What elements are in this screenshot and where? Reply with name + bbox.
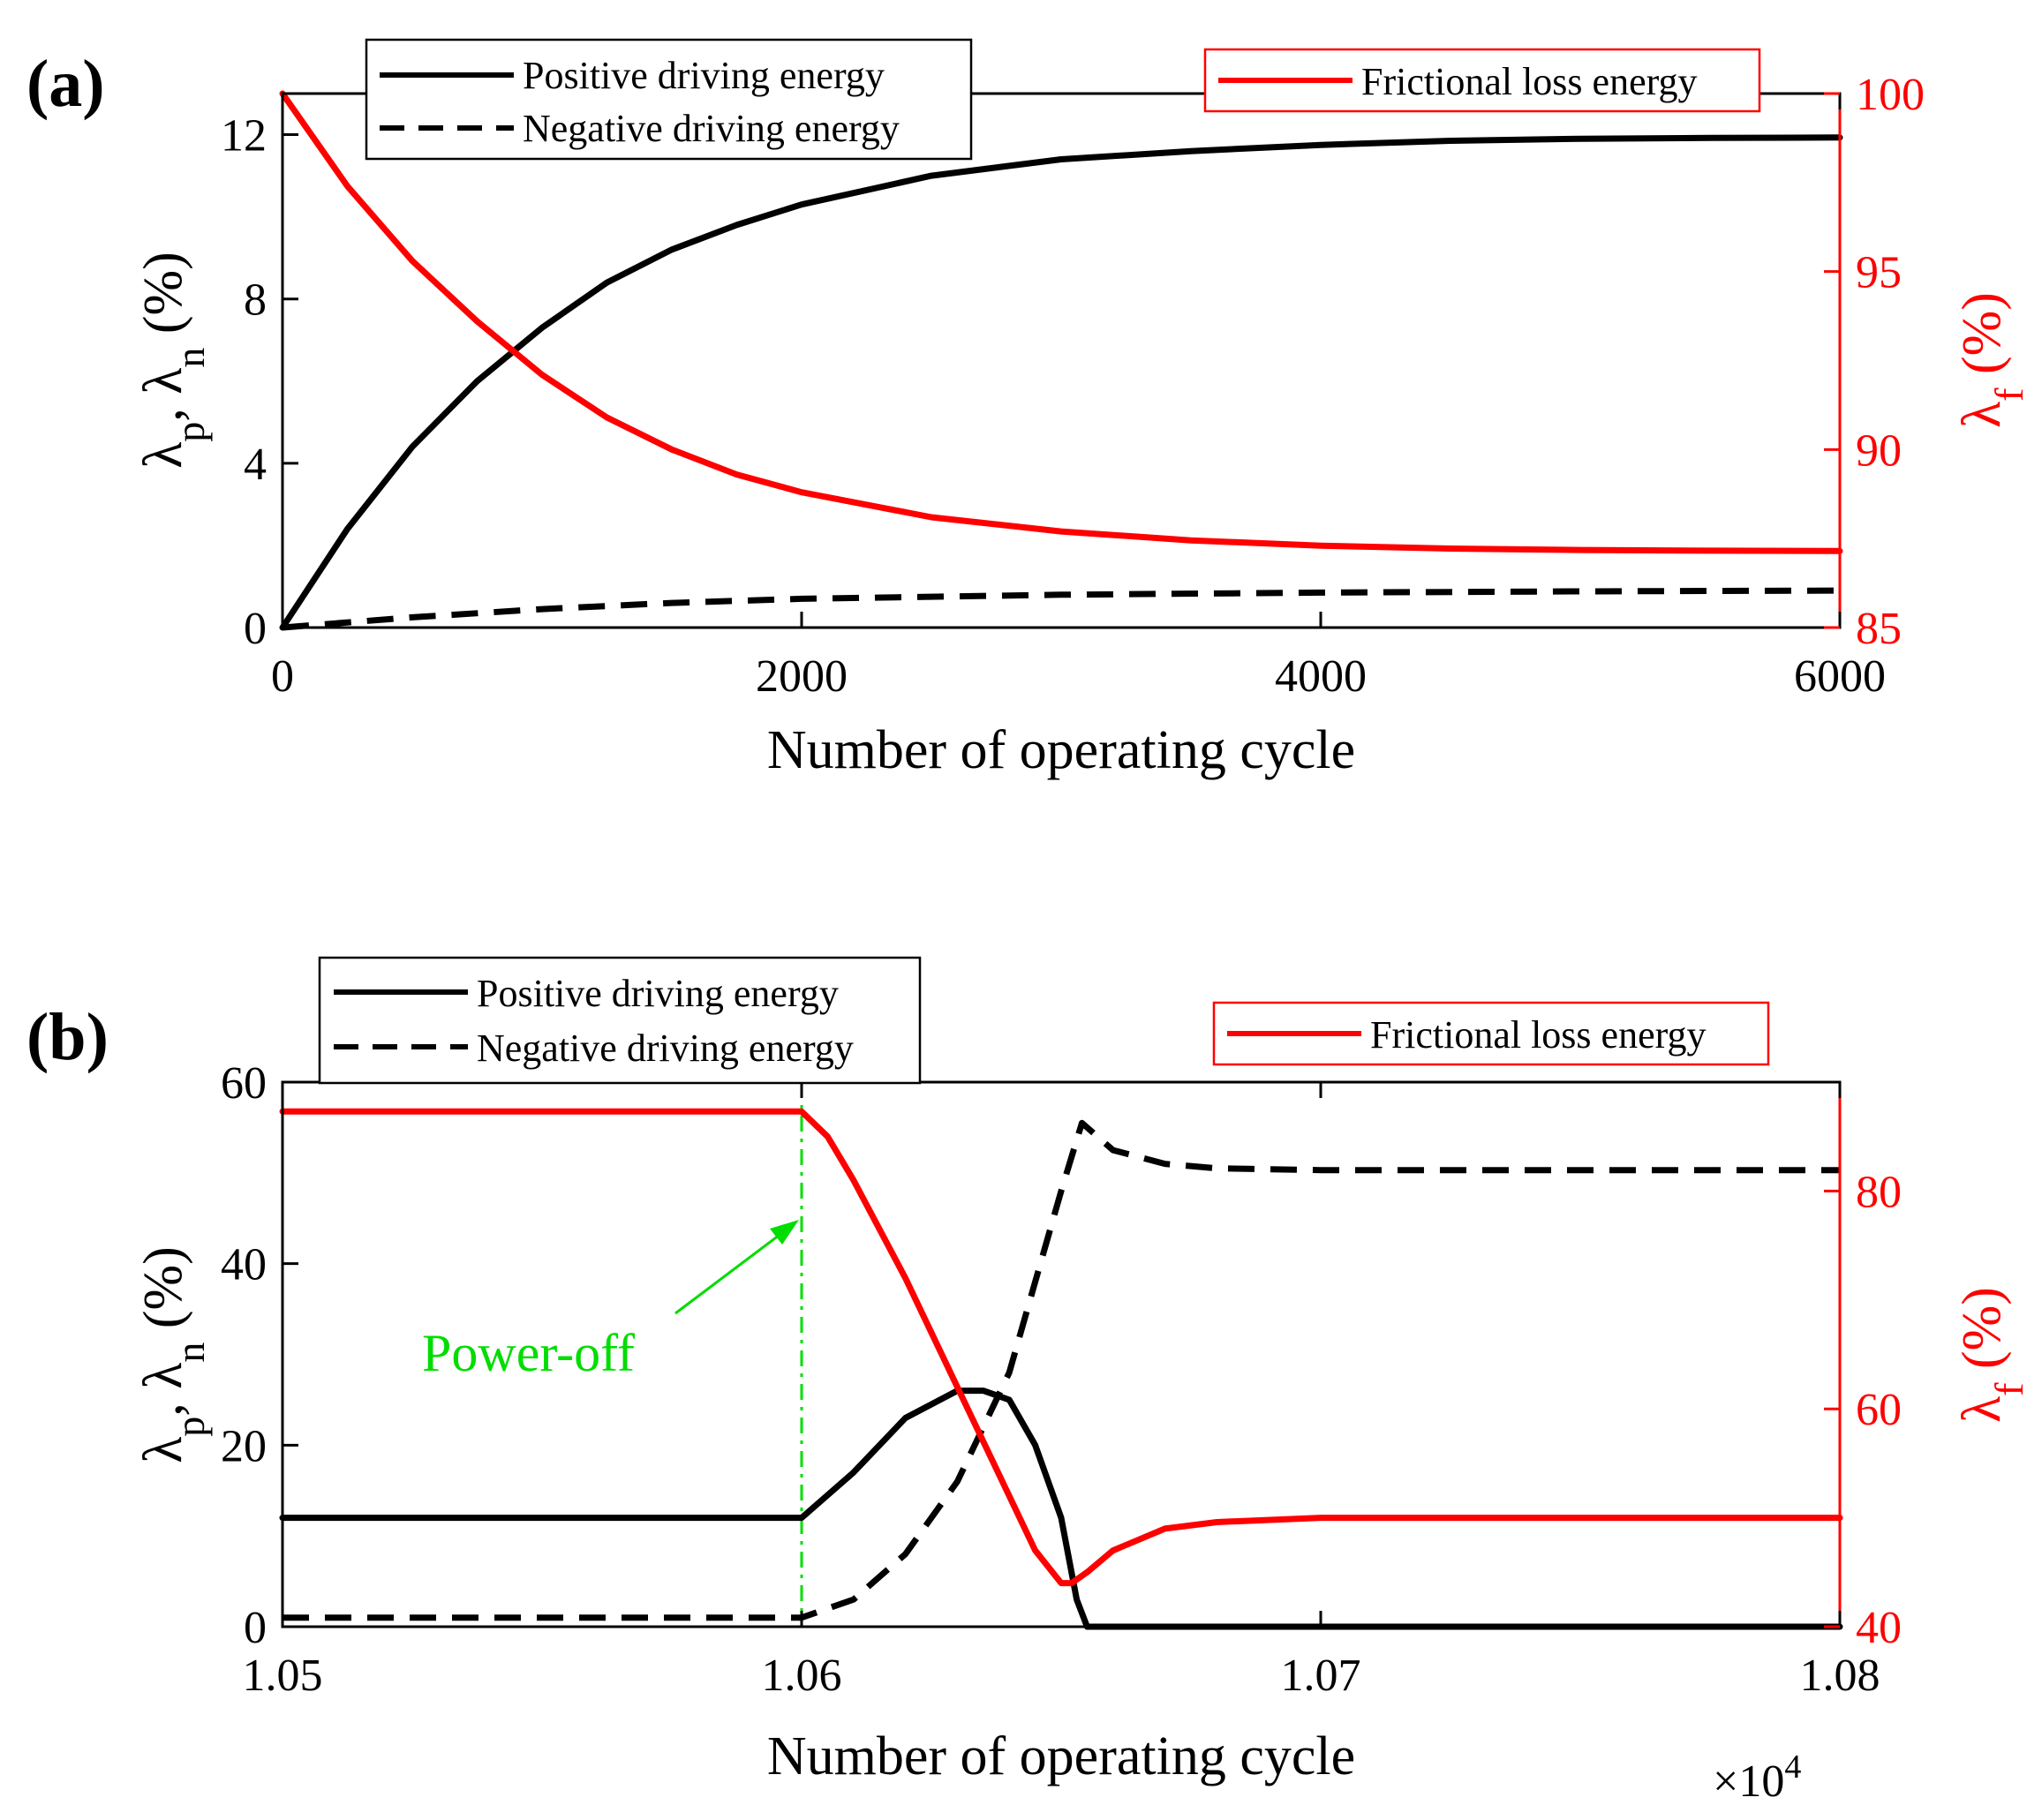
a-x-tick-label: 0 <box>271 651 294 702</box>
b-left-tick-label: 0 <box>244 1603 267 1653</box>
b-right-tick-label: 60 <box>1856 1385 1902 1435</box>
b-series-positive-driving-energy <box>279 1388 1843 1630</box>
a-series-negative-driving-energy <box>282 587 1841 631</box>
b-x-tick-label: 1.05 <box>243 1651 323 1701</box>
panel-a-x-ticks: 0 2000 4000 6000 <box>271 94 1886 702</box>
panel-a-x-axis-title: Number of operating cycle <box>767 720 1355 780</box>
panel-b-right-ticks: 40 60 80 <box>1824 1167 1902 1653</box>
panel-a-chart: (a) 0 2000 4000 6000 0 4 8 12 85 90 95 100 Number… <box>26 38 2031 780</box>
a-left-tick-label: 8 <box>244 275 267 326</box>
panel-a-legend-right: Frictional loss energy <box>1203 48 1761 113</box>
a-x-tick-label: 4000 <box>1275 651 1367 702</box>
legend-b-positive-label: Positive driving energy <box>477 972 839 1015</box>
legend-negative-label: Negative driving energy <box>523 107 900 150</box>
power-off-annotation: Power-off <box>422 1220 799 1382</box>
b-left-tick-label: 20 <box>221 1421 267 1471</box>
panel-a-series-group <box>279 90 1843 631</box>
b-right-tick-label: 40 <box>1856 1603 1902 1653</box>
a-right-tick-label: 100 <box>1856 70 1925 120</box>
panel-a-label: (a) <box>26 47 105 121</box>
panel-b-left-ticks: 0 20 40 60 <box>221 1058 298 1653</box>
legend-frictional-label: Frictional loss energy <box>1361 60 1697 103</box>
panel-a-right-ticks: 85 90 95 100 <box>1824 70 1925 654</box>
a-series-positive-driving-energy <box>279 134 1843 631</box>
a-right-tick-label: 85 <box>1856 604 1902 654</box>
a-left-tick-label: 12 <box>221 111 267 162</box>
panel-a-left-axis-title: λp, λn (%) <box>133 252 213 469</box>
a-right-tick-label: 95 <box>1856 248 1902 298</box>
b-series-negative-driving-energy <box>283 1119 1840 1621</box>
power-off-arrow-shaft <box>674 1225 791 1315</box>
legend-b-frictional-label: Frictional loss energy <box>1370 1013 1706 1057</box>
b-series-frictional-loss-energy <box>279 1108 1843 1587</box>
legend-b-negative-label: Negative driving energy <box>477 1027 854 1070</box>
panel-a-right-axis-title: λf (%) <box>1952 292 2031 428</box>
a-right-tick-label: 90 <box>1856 425 1902 476</box>
power-off-label: Power-off <box>422 1324 635 1382</box>
panel-b-legend-left: Positive driving energy Negative driving… <box>318 956 922 1085</box>
panel-b-legend-right: Frictional loss energy <box>1212 1001 1770 1066</box>
b-x-tick-label: 1.08 <box>1800 1651 1880 1701</box>
panel-b-legend-left-box <box>318 956 922 1085</box>
a-left-tick-label: 4 <box>244 440 267 490</box>
b-left-tick-label: 60 <box>221 1058 267 1109</box>
legend-positive-label: Positive driving energy <box>523 54 885 97</box>
panel-a-legend-left-box <box>365 38 973 161</box>
panel-b-x-multiplier: ×104 <box>1713 1749 1801 1807</box>
panel-b-x-axis-title: Number of operating cycle <box>767 1726 1355 1786</box>
b-right-tick-label: 80 <box>1856 1167 1902 1217</box>
panel-b-label: (b) <box>26 1000 109 1074</box>
b-x-tick-label: 1.06 <box>762 1651 842 1701</box>
a-x-tick-label: 2000 <box>756 651 848 702</box>
panel-b-chart: (b) 1.05 1.06 1.07 1.08 0 20 40 60 40 60 80 Numb… <box>26 956 2031 1807</box>
panel-a-legend-left: Positive driving energy Negative driving… <box>365 38 973 161</box>
panel-b-right-axis-title: λf (%) <box>1952 1287 2031 1423</box>
b-x-tick-label: 1.07 <box>1281 1651 1361 1701</box>
a-left-tick-label: 0 <box>244 604 267 654</box>
power-off-arrow-head <box>770 1220 799 1245</box>
panel-b-x-ticks: 1.05 1.06 1.07 1.08 <box>243 1082 1880 1701</box>
b-left-tick-label: 40 <box>221 1240 267 1290</box>
a-x-tick-label: 6000 <box>1794 651 1886 702</box>
panel-a-left-ticks: 0 4 8 12 <box>221 111 298 654</box>
a-series-frictional-loss-energy <box>279 90 1843 554</box>
panel-b-left-axis-title: λp, λn (%) <box>133 1246 213 1463</box>
